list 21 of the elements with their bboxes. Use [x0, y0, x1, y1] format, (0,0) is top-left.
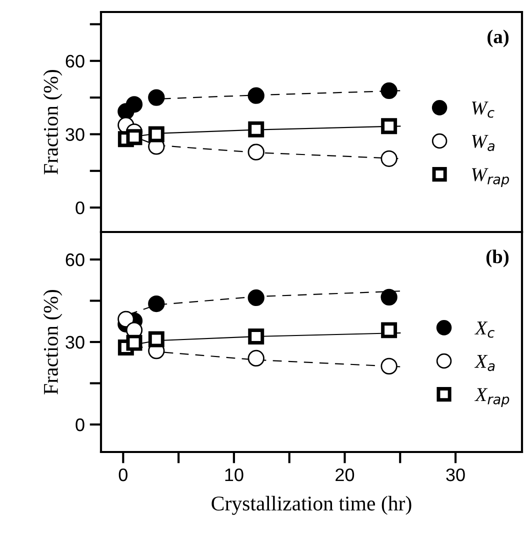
- y-tick-label: 60: [66, 253, 84, 266]
- legend-label: X$_{c}$: [474, 322, 494, 338]
- x-tick-label: 30: [446, 468, 465, 482]
- annotation: (a): [488, 30, 509, 48]
- y-tick-label: 0: [76, 201, 84, 214]
- legend-label: W$_{c}$: [472, 102, 494, 118]
- y-tick-label: 30: [66, 128, 84, 141]
- legend-label: W$_{a}$: [472, 134, 494, 152]
- annotation: (b): [486, 250, 509, 268]
- y-tick-label: 30: [66, 336, 84, 349]
- y-tick-label: 60: [66, 54, 84, 68]
- x-tick-label: 0: [118, 468, 128, 482]
- y-tick-label: 0: [76, 418, 84, 432]
- legend-label: X$_{rap}$: [474, 388, 510, 408]
- legend-label: W$_{rap}$: [472, 168, 510, 188]
- x-tick-label: 20: [336, 468, 354, 482]
- legend-label: X$_{a}$: [474, 354, 495, 372]
- y-axis-title: Fraction (%): [43, 290, 62, 394]
- x-axis-title: Crystallization time (hr): [212, 496, 412, 515]
- y-axis-title: Fraction (%): [43, 70, 62, 174]
- x-tick-label: 10: [225, 468, 244, 482]
